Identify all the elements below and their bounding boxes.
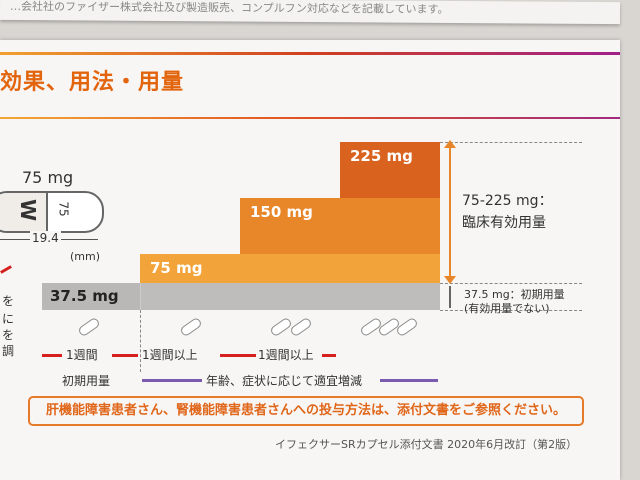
period-2: 1週間以上 (142, 348, 198, 362)
label-150mg: 150 mg (250, 203, 313, 221)
capsule-mark-w: W (16, 198, 41, 222)
notice-box: 肝機能障害患者さん、腎機能障害患者さんへの投与方法は、添付文書をご参照ください。 (28, 396, 584, 426)
adjust-arrow-right (380, 379, 438, 382)
capsule-mark-75: 75 (56, 201, 71, 217)
label-225mg: 225 mg (350, 147, 413, 165)
capsule-cap (0, 193, 48, 231)
guide-vertical (140, 310, 141, 372)
label-75mg: 75 mg (150, 259, 203, 277)
top-gradient-line (0, 52, 620, 55)
initial-note: (有効用量でない) (464, 302, 550, 315)
title-underline (0, 117, 620, 119)
edge-char-2: に (2, 312, 15, 326)
range-arrow-top (444, 140, 456, 148)
initial-arrow (449, 286, 451, 308)
top-fragment-text: …会社社のファイザー株式会社及び製造販売、コンプルフン対応などを記載しています。 (9, 0, 449, 16)
period2-arrow (220, 354, 256, 357)
range-note: 臨床有効用量 (462, 215, 546, 231)
period-3: 1週間以上 (258, 348, 314, 362)
range-arrow-bottom (444, 276, 456, 284)
length-unit: (mm) (70, 250, 101, 263)
period1-arrow-left (42, 354, 62, 357)
range-arrow (449, 144, 451, 281)
label-37-5mg: 37.5 mg (50, 287, 119, 305)
adjust-label: 年齢、症状に応じて適宜増減 (206, 374, 363, 388)
section-title: 効果、用法・用量 (0, 70, 185, 95)
capsule-length: 19.4 (30, 231, 61, 245)
period-1: 1週間 (66, 348, 98, 362)
background-page-top: …会社社のファイザー株式会社及び製造販売、コンプルフン対応などを記載しています。 (0, 0, 621, 25)
edge-char-1: を (2, 294, 15, 308)
guide-top (440, 142, 582, 143)
adjust-arrow-left (142, 379, 202, 382)
range-label: 75-225 mg： (462, 193, 553, 209)
period1-arrow-right (112, 354, 138, 357)
capsule-drawing: W 75 (0, 191, 104, 233)
period3-arrow (322, 354, 336, 357)
bar-37-5mg (42, 283, 440, 310)
bar-225mg (340, 142, 440, 198)
initial-dose-label: 初期用量 (62, 374, 111, 388)
initial-label: 37.5 mg：初期用量 (464, 288, 565, 301)
guide-bottom (440, 310, 582, 311)
edge-char-3: を (2, 328, 15, 342)
bar-75mg (140, 254, 440, 283)
guide-mid (440, 283, 582, 284)
footer-source: イフェクサーSRカプセル添付文書 2020年6月改訂（第2版） (275, 438, 578, 451)
bar-overlay (140, 283, 441, 310)
edge-char-4: 調 (2, 344, 15, 358)
capsule-dose-label: 75 mg (22, 168, 74, 187)
bar-150mg (240, 198, 440, 254)
